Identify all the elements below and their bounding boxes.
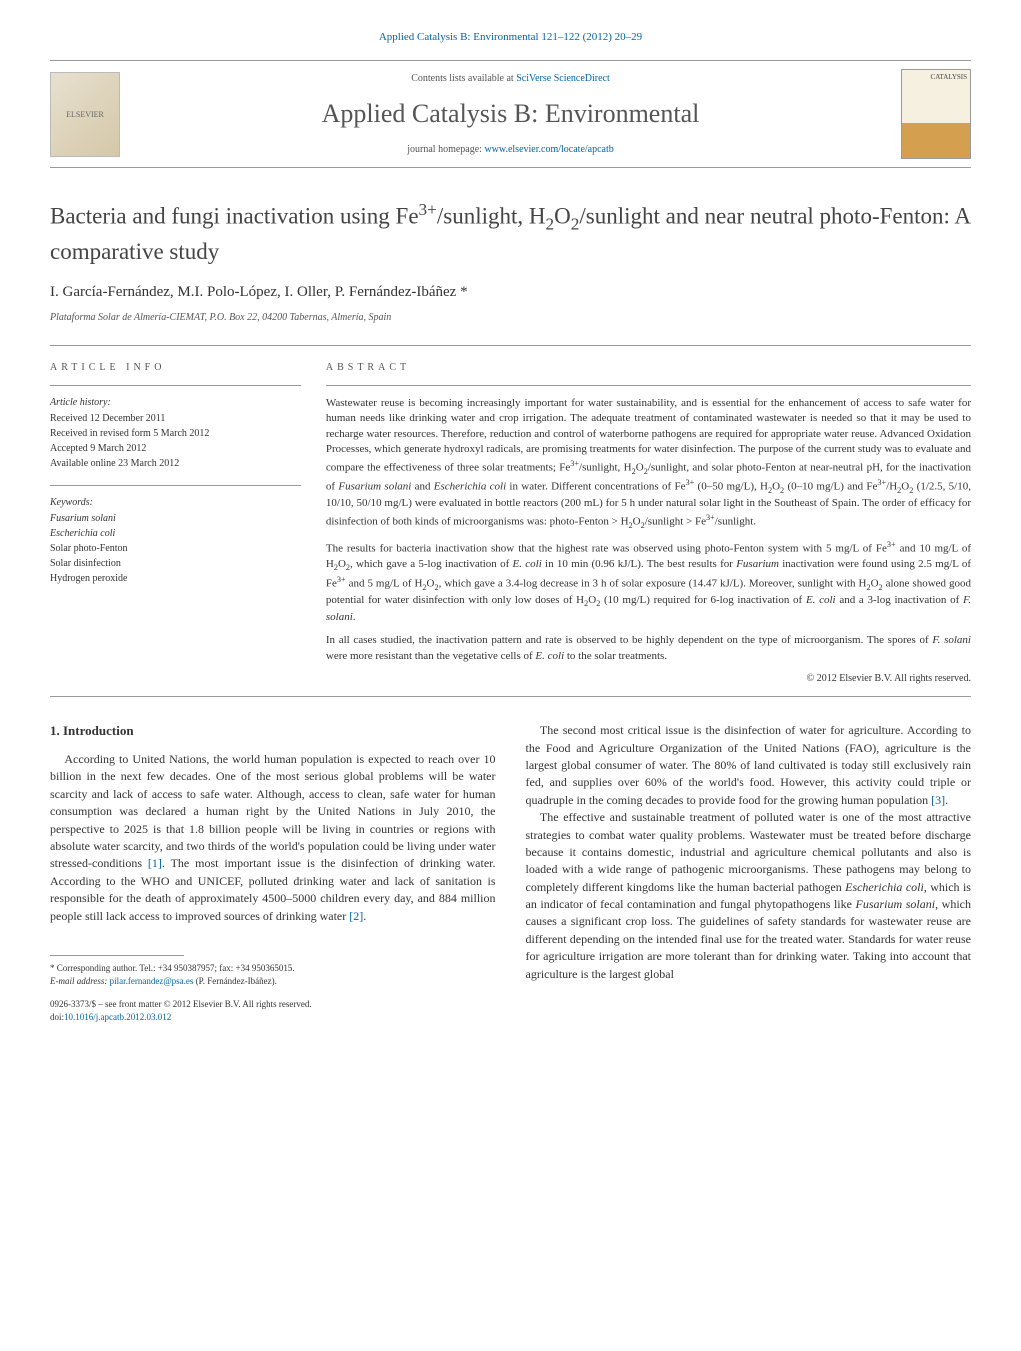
article-info-block: article info Article history: Received 1…: [50, 361, 301, 686]
body-paragraph: The second most critical issue is the di…: [526, 722, 972, 809]
history-line: Accepted 9 March 2012: [50, 442, 301, 456]
elsevier-logo: ELSEVIER: [50, 72, 120, 157]
copyright-footer: 0926-3373/$ – see front matter © 2012 El…: [50, 998, 496, 1011]
copyright-line: © 2012 Elsevier B.V. All rights reserved…: [326, 672, 971, 686]
right-column: The second most critical issue is the di…: [526, 722, 972, 1024]
article-title: Bacteria and fungi inactivation using Fe…: [50, 198, 971, 267]
article-info-heading: article info: [50, 361, 301, 375]
divider: [50, 385, 301, 386]
homepage-link[interactable]: www.elsevier.com/locate/apcatb: [484, 144, 613, 155]
keyword: Solar disinfection: [50, 557, 301, 571]
email-link[interactable]: pilar.fernandez@psa.es: [110, 976, 194, 986]
history-line: Received in revised form 5 March 2012: [50, 427, 301, 441]
divider: [50, 345, 971, 346]
sciencedirect-link[interactable]: SciVerse ScienceDirect: [516, 73, 610, 84]
body-paragraph: According to United Nations, the world h…: [50, 751, 496, 925]
affiliation: Plataforma Solar de Almería-CIEMAT, P.O.…: [50, 311, 971, 325]
footnote-separator: [50, 955, 184, 956]
journal-cover-thumbnail: CATALYSIS: [901, 69, 971, 159]
keyword: Fusarium solani: [50, 512, 301, 526]
divider: [326, 385, 971, 386]
body-columns: 1. Introduction According to United Nati…: [50, 722, 971, 1024]
journal-header-box: ELSEVIER Contents lists available at Sci…: [50, 60, 971, 168]
left-column: 1. Introduction According to United Nati…: [50, 722, 496, 1024]
keyword: Escherichia coli: [50, 527, 301, 541]
doi-link[interactable]: 10.1016/j.apcatb.2012.03.012: [64, 1012, 171, 1022]
body-paragraph: The effective and sustainable treatment …: [526, 809, 972, 983]
history-label: Article history:: [50, 396, 301, 410]
authors-line: I. García-Fernández, M.I. Polo-López, I.…: [50, 282, 971, 303]
abstract-paragraph: Wastewater reuse is becoming increasingl…: [326, 396, 971, 531]
abstract-paragraph: The results for bacteria inactivation sh…: [326, 539, 971, 625]
contents-prefix: Contents lists available at: [411, 73, 516, 84]
abstract-block: abstract Wastewater reuse is becoming in…: [326, 361, 971, 686]
contents-line: Contents lists available at SciVerse Sci…: [132, 72, 889, 86]
history-line: Available online 23 March 2012: [50, 457, 301, 471]
abstract-heading: abstract: [326, 361, 971, 375]
header-citation: Applied Catalysis B: Environmental 121–1…: [50, 30, 971, 45]
homepage-prefix: journal homepage:: [407, 144, 484, 155]
email-label: E-mail address:: [50, 976, 107, 986]
keyword: Hydrogen peroxide: [50, 572, 301, 586]
journal-title: Applied Catalysis B: Environmental: [132, 96, 889, 132]
keyword: Solar photo-Fenton: [50, 542, 301, 556]
keywords-label: Keywords:: [50, 496, 301, 510]
footnote-line: * Corresponding author. Tel.: +34 950387…: [50, 962, 496, 975]
journal-homepage: journal homepage: www.elsevier.com/locat…: [132, 143, 889, 157]
corresponding-author-footnote: * Corresponding author. Tel.: +34 950387…: [50, 962, 496, 988]
section-heading: 1. Introduction: [50, 722, 496, 741]
divider: [50, 485, 301, 486]
doi-block: 0926-3373/$ – see front matter © 2012 El…: [50, 998, 496, 1024]
divider: [50, 696, 971, 697]
email-name: (P. Fernández-Ibáñez).: [196, 976, 277, 986]
abstract-paragraph: In all cases studied, the inactivation p…: [326, 633, 971, 664]
history-line: Received 12 December 2011: [50, 412, 301, 426]
doi-prefix: doi:: [50, 1012, 64, 1022]
